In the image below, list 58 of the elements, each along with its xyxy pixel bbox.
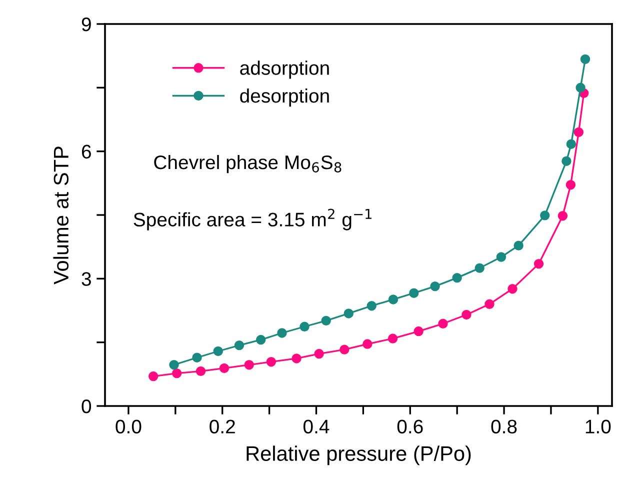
point xyxy=(213,346,223,356)
point xyxy=(192,352,202,362)
x-tick-label: 0.2 xyxy=(210,420,235,434)
point xyxy=(314,348,324,359)
point xyxy=(574,127,584,138)
point xyxy=(462,310,472,320)
point xyxy=(508,284,518,294)
point xyxy=(566,180,576,190)
x-tick-label: 1.0 xyxy=(586,420,611,434)
point xyxy=(576,82,586,93)
point xyxy=(409,288,419,298)
point xyxy=(452,272,462,283)
point xyxy=(292,354,302,364)
point xyxy=(219,363,230,374)
y-tick-label: 6 xyxy=(82,144,91,159)
point xyxy=(414,326,424,336)
x-tick-label: 0.4 xyxy=(303,420,330,434)
point xyxy=(558,210,568,221)
legend-label: adsorption xyxy=(240,60,329,79)
point xyxy=(388,294,398,304)
point xyxy=(148,371,158,382)
point xyxy=(244,360,254,370)
annotation: Specific area = 3.15 m$^{2}$ g$^{−1}$ xyxy=(134,208,372,230)
x-tick-label: 0.8 xyxy=(491,420,517,434)
x-tick-label: 0.0 xyxy=(116,420,142,434)
point xyxy=(474,263,484,273)
point xyxy=(562,156,572,166)
point xyxy=(534,258,544,269)
point xyxy=(362,339,372,349)
point xyxy=(514,240,524,250)
point xyxy=(366,300,377,311)
y-tick-label: 0 xyxy=(82,399,92,414)
y-tick-label: 3 xyxy=(82,272,91,286)
point xyxy=(430,281,440,292)
point xyxy=(344,308,354,318)
point xyxy=(484,299,494,309)
point xyxy=(340,344,350,354)
annotation: Chevrel phase Mo$_{6}$S$_{8}$ xyxy=(154,154,342,174)
point xyxy=(196,366,206,376)
point xyxy=(256,334,266,345)
point xyxy=(580,54,590,64)
point xyxy=(388,334,398,344)
point xyxy=(234,340,244,350)
point xyxy=(321,316,331,326)
x-axis-title: Relative pressure (P/Po) xyxy=(246,446,471,466)
point xyxy=(266,356,276,367)
point xyxy=(540,210,550,220)
point xyxy=(172,368,182,378)
legend-label: desorption xyxy=(240,88,329,107)
point xyxy=(300,322,310,332)
point xyxy=(277,328,287,338)
y-tick-label: 9 xyxy=(82,17,91,32)
point xyxy=(169,360,179,370)
x-tick-label: 0.6 xyxy=(397,420,423,434)
point xyxy=(438,318,448,329)
point xyxy=(496,252,506,262)
y-axis-title: Volume at STP xyxy=(53,146,69,284)
point xyxy=(566,139,576,149)
